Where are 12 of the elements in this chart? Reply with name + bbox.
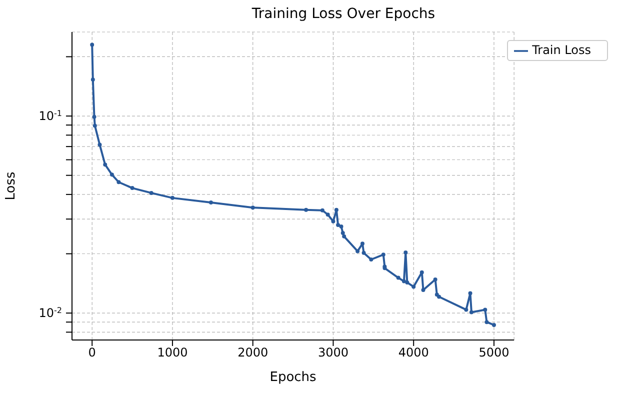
- x-tick-label: 1000: [157, 346, 188, 360]
- x-axis-title: Epochs: [270, 370, 317, 385]
- legend-label: Train Loss: [532, 43, 591, 57]
- x-tick-label: 0: [88, 346, 96, 360]
- chart-title: Training Loss Over Epochs: [250, 6, 436, 22]
- y-tick-label: 10$^{-2}$: [38, 306, 62, 320]
- x-tick-label: 2000: [238, 346, 268, 360]
- y-axis-title: Loss: [4, 172, 19, 200]
- y-tick-label: 10$^{-1}$: [38, 108, 62, 124]
- x-tick-label: 4000: [398, 346, 429, 360]
- x-tick-label: 3000: [318, 346, 348, 360]
- x-tick-label: 5000: [478, 346, 510, 360]
